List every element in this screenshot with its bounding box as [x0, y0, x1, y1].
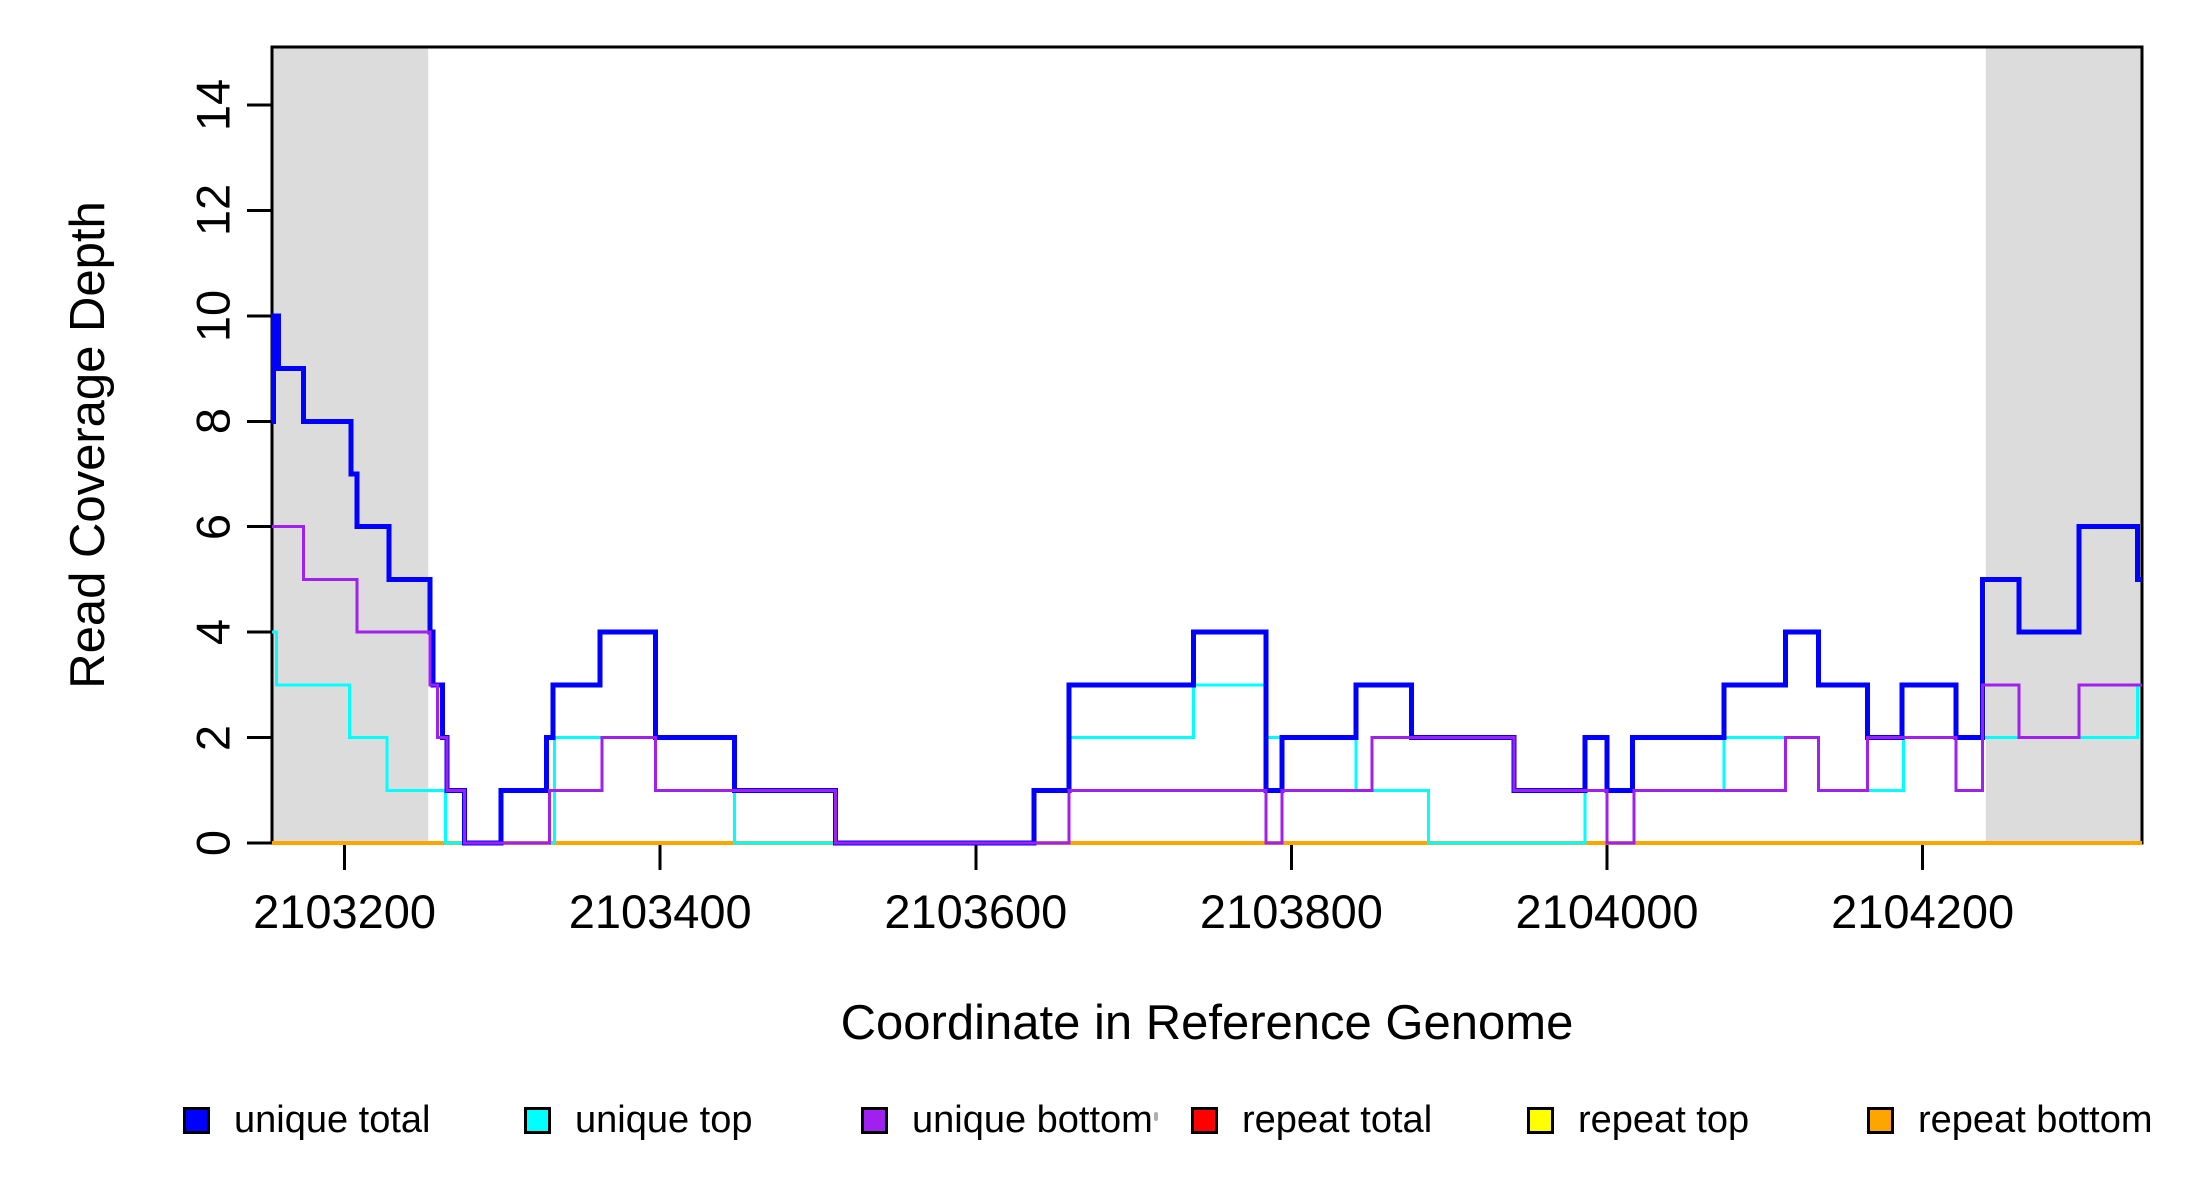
legend-swatch-icon	[1527, 1106, 1554, 1134]
legend-item-repeat-top: repeat top	[1527, 1099, 1749, 1141]
legend-swatch-icon	[861, 1106, 888, 1134]
highlight-region-1	[1985, 47, 2142, 843]
legend-label: repeat bottom	[1918, 1098, 2153, 1141]
legend-swatch-icon	[1867, 1106, 1894, 1134]
y-tick-label-4: 4	[186, 619, 240, 646]
y-tick-label-10: 10	[186, 289, 240, 342]
x-tick-label-2103200: 2103200	[253, 885, 437, 938]
legend-swatch-icon	[524, 1106, 551, 1134]
x-tick-label-2103400: 2103400	[568, 885, 752, 938]
y-tick-label-2: 2	[186, 724, 240, 751]
legend-label: unique total	[234, 1098, 431, 1141]
x-tick-label-2104000: 2104000	[1515, 885, 1699, 938]
y-axis-title: Read Coverage Depth	[61, 201, 115, 689]
y-tick-label-12: 12	[186, 184, 240, 237]
x-axis-title: Coordinate in Reference Genome	[840, 996, 1574, 1050]
series-unique-bottom	[272, 525, 2142, 845]
legend-item-unique-top: unique top	[524, 1099, 753, 1141]
x-tick-label-2103600: 2103600	[884, 885, 1068, 938]
legend-item-unique-bottom: unique bottom	[861, 1099, 1153, 1141]
legend-label: unique bottom	[912, 1098, 1153, 1141]
y-tick-label-0: 0	[186, 829, 240, 857]
x-tick-label-2104200: 2104200	[1831, 885, 2015, 938]
legend-swatch-icon	[1191, 1106, 1218, 1134]
legend-label: repeat total	[1242, 1098, 1433, 1141]
y-tick-label-6: 6	[186, 513, 240, 540]
legend-item-unique-total: unique total	[183, 1099, 431, 1141]
y-tick-label-8: 8	[186, 408, 240, 435]
legend-swatch-icon	[183, 1106, 210, 1134]
stray-mark	[1154, 1112, 1158, 1121]
y-tick-label-14: 14	[186, 78, 240, 132]
legend-label: unique top	[575, 1098, 753, 1141]
legend-item-repeat-bottom: repeat bottom	[1867, 1099, 2152, 1141]
legend-item-repeat-total: repeat total	[1191, 1099, 1432, 1141]
series-unique-total	[271, 313, 2142, 846]
x-tick-label-2103800: 2103800	[1199, 885, 1383, 938]
legend-label: repeat top	[1578, 1098, 1750, 1141]
